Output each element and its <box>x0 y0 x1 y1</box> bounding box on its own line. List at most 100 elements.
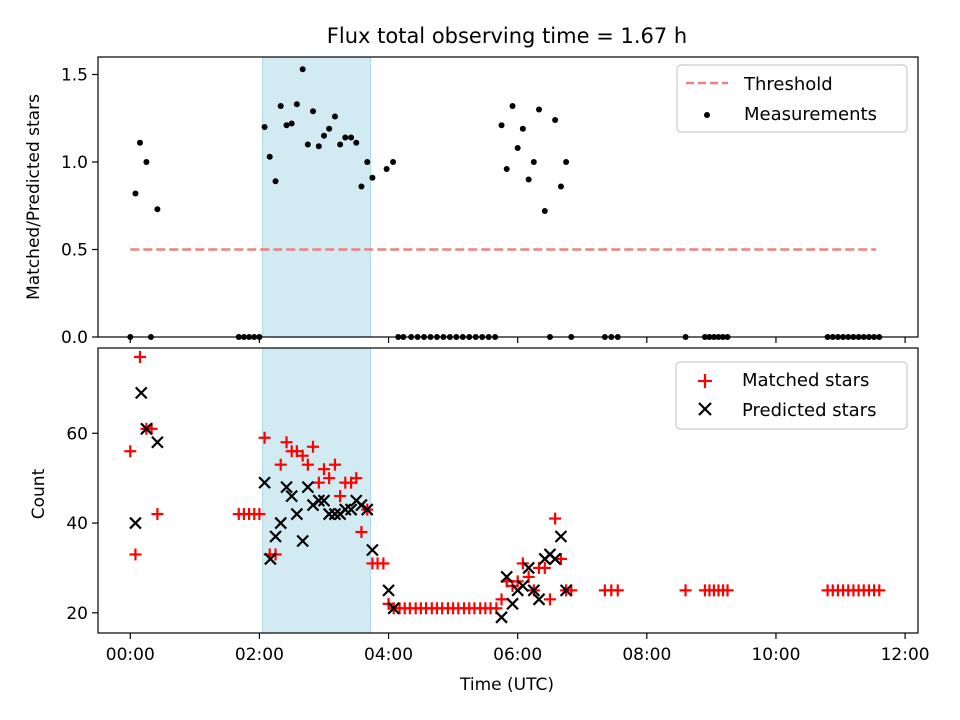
bot-ytick-label: 20 <box>66 604 88 624</box>
predicted-star-point <box>527 584 541 597</box>
x-tick-label: 12:00 <box>881 645 930 665</box>
measurement-point <box>288 120 295 127</box>
predicted-star-point <box>554 530 568 543</box>
measurement-point <box>358 183 365 190</box>
measurement-point <box>353 139 360 146</box>
predicted-star-point <box>382 584 395 597</box>
measurement-point <box>509 103 516 109</box>
measurement-point <box>277 103 284 109</box>
measurement-point <box>261 124 268 130</box>
measurement-point <box>342 134 349 141</box>
predicted-star-point <box>506 597 519 611</box>
legend-matched-swatch <box>698 374 712 388</box>
matched-star-point <box>307 440 320 453</box>
measurement-point <box>364 159 371 165</box>
measurement-point <box>299 66 306 73</box>
top-ytick-label: 0.0 <box>61 328 88 348</box>
bottom-legend-box <box>675 361 908 430</box>
measurement-point <box>337 141 344 148</box>
bottom-axes-frame <box>97 347 919 634</box>
matched-star-point <box>679 584 692 597</box>
measurement-point <box>310 108 317 115</box>
measurement-point <box>535 106 542 113</box>
measurement-point <box>514 145 521 151</box>
predicted-star-point <box>366 543 379 557</box>
top-ytick-label: 1.0 <box>61 153 88 173</box>
legend-measurements-label: Measurements <box>744 104 877 125</box>
predicted-star-point <box>516 579 530 593</box>
measurement-point <box>519 125 526 132</box>
matched-star-point <box>334 490 347 503</box>
top-ytick-label: 1.5 <box>61 66 88 86</box>
chart-title: Flux total observing time = 1.67 h <box>327 24 687 48</box>
predicted-star-point <box>151 435 164 449</box>
measurement-point <box>293 101 300 108</box>
matched-star-point <box>611 584 624 597</box>
matched-stars-series <box>124 350 886 615</box>
matched-star-point <box>317 463 330 476</box>
bottom-y-axis-label: Count <box>29 468 49 519</box>
predicted-star-point <box>532 593 546 606</box>
matched-star-point <box>549 512 562 525</box>
predicted-star-point <box>317 494 331 507</box>
predicted-star-point <box>290 507 304 521</box>
predicted-star-point <box>264 552 277 566</box>
legend-matched-label: Matched stars <box>742 370 869 391</box>
matched-star-point <box>554 552 567 565</box>
predicted-star-point <box>258 476 271 489</box>
x-axis-label: Time (UTC) <box>459 675 554 695</box>
top-y-axis-label: Matched/Predicted stars <box>24 94 44 300</box>
predicted-star-point <box>312 494 326 507</box>
legend-threshold-label: Threshold <box>743 74 833 95</box>
measurement-point <box>326 125 333 132</box>
x-tick-label: 06:00 <box>493 645 542 665</box>
predicted-stars-series <box>129 386 573 624</box>
top-panel: 0.0 0.5 1.0 1.5 Matched/Predicted stars Thr… <box>24 56 919 348</box>
matched-star-point <box>495 593 508 606</box>
measurement-point <box>552 117 559 123</box>
predicted-star-point <box>280 480 293 494</box>
matched-star-point <box>274 458 287 471</box>
predicted-star-point <box>285 489 298 503</box>
measurement-point <box>283 122 290 129</box>
predicted-star-point <box>522 561 535 575</box>
matched-star-point <box>543 593 556 606</box>
x-tick-label: 04:00 <box>364 645 413 665</box>
measurement-point <box>136 139 143 146</box>
legend-predicted-label: Predicted stars <box>742 400 876 421</box>
predicted-star-point <box>129 516 142 530</box>
legend-measurements-swatch <box>704 112 710 118</box>
top-ytick-label: 0.5 <box>61 241 88 261</box>
predicted-star-point <box>500 570 513 584</box>
top-legend-box <box>676 64 908 133</box>
measurement-point <box>541 208 548 214</box>
matched-star-point <box>312 476 325 489</box>
bot-ytick-label: 60 <box>66 424 88 444</box>
measurement-point <box>525 176 532 183</box>
x-tick-label: 10:00 <box>751 645 800 665</box>
measurement-point <box>348 134 355 141</box>
measurement-point <box>369 174 376 181</box>
matched-star-point <box>258 431 271 444</box>
x-tick-label: 02:00 <box>235 645 284 665</box>
matched-star-point <box>355 526 368 539</box>
predicted-star-point <box>134 386 148 400</box>
matched-star-point <box>377 557 390 570</box>
predicted-star-point <box>559 584 573 597</box>
matched-star-point <box>538 561 551 574</box>
matched-star-point <box>253 508 266 521</box>
measurement-point <box>266 153 273 160</box>
bottom-panel: 20 40 60 00:00 02:00 04:00 06:00 08:00 10:00 12:… <box>29 347 930 695</box>
measurement-point <box>563 159 570 165</box>
x-tick-label: 00:00 <box>106 645 155 665</box>
top-axes-frame <box>97 56 919 338</box>
bot-ytick-label: 40 <box>66 514 88 534</box>
measurement-point <box>320 132 327 139</box>
measurement-point <box>498 122 505 129</box>
measurement-point <box>530 159 537 165</box>
top-legend: Threshold Measurements <box>676 64 908 133</box>
predicted-star-point <box>269 530 282 543</box>
measurement-point <box>390 159 397 165</box>
matched-star-point <box>721 584 734 597</box>
measurement-point <box>383 166 390 172</box>
